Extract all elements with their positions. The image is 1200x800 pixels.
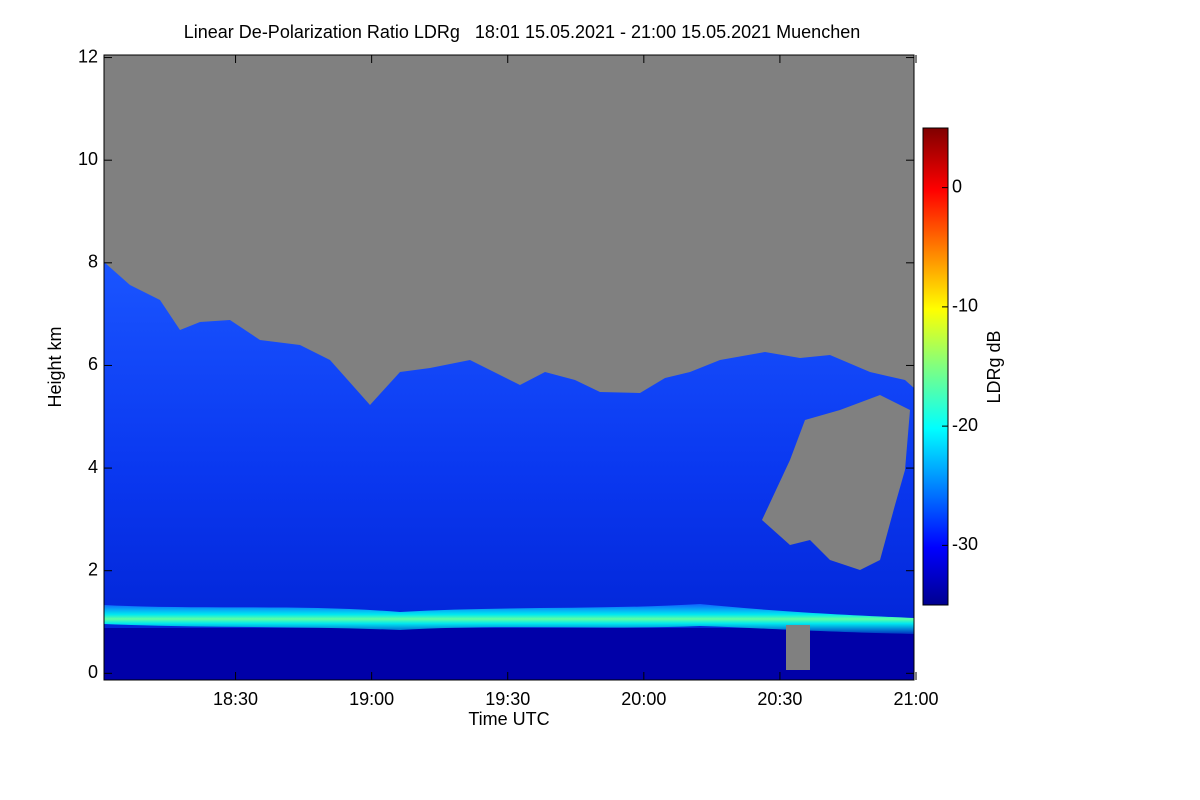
- y-tick-label: 12: [78, 46, 98, 66]
- y-tick-label: 4: [88, 457, 98, 477]
- colorbar-tick-label: 0: [952, 176, 962, 196]
- heatmap-field: [104, 55, 914, 680]
- x-tick-label: 18:30: [213, 689, 258, 709]
- x-tick-label: 21:00: [893, 689, 938, 709]
- colorbar-tick-label: -20: [952, 415, 978, 435]
- signal-area: [104, 262, 914, 680]
- plot-frame: [103, 54, 915, 681]
- y-tick-label: 10: [78, 149, 98, 169]
- colorbar: [922, 127, 949, 606]
- chart-title: Linear De-Polarization Ratio LDRg 18:01 …: [184, 22, 860, 42]
- boundary-layer: [104, 604, 914, 634]
- clear-gap: [786, 625, 810, 670]
- x-tick-label: 20:00: [621, 689, 666, 709]
- x-tick-label: 20:30: [757, 689, 802, 709]
- y-tick-label: 0: [88, 662, 98, 682]
- y-tick-label: 2: [88, 559, 98, 579]
- x-tick-label: 19:00: [349, 689, 394, 709]
- clear-gap: [762, 395, 910, 570]
- colorbar-label: LDRg dB: [984, 330, 1004, 403]
- y-tick-label: 8: [88, 252, 98, 272]
- colorbar-tick-label: -10: [952, 296, 978, 316]
- x-axis-label: Time UTC: [468, 709, 549, 729]
- near-ground: [104, 628, 914, 680]
- y-tick-label: 6: [88, 354, 98, 374]
- y-axis-label: Height km: [45, 326, 65, 407]
- colorbar-tick-label: -30: [952, 534, 978, 554]
- x-tick-label: 19:30: [485, 689, 530, 709]
